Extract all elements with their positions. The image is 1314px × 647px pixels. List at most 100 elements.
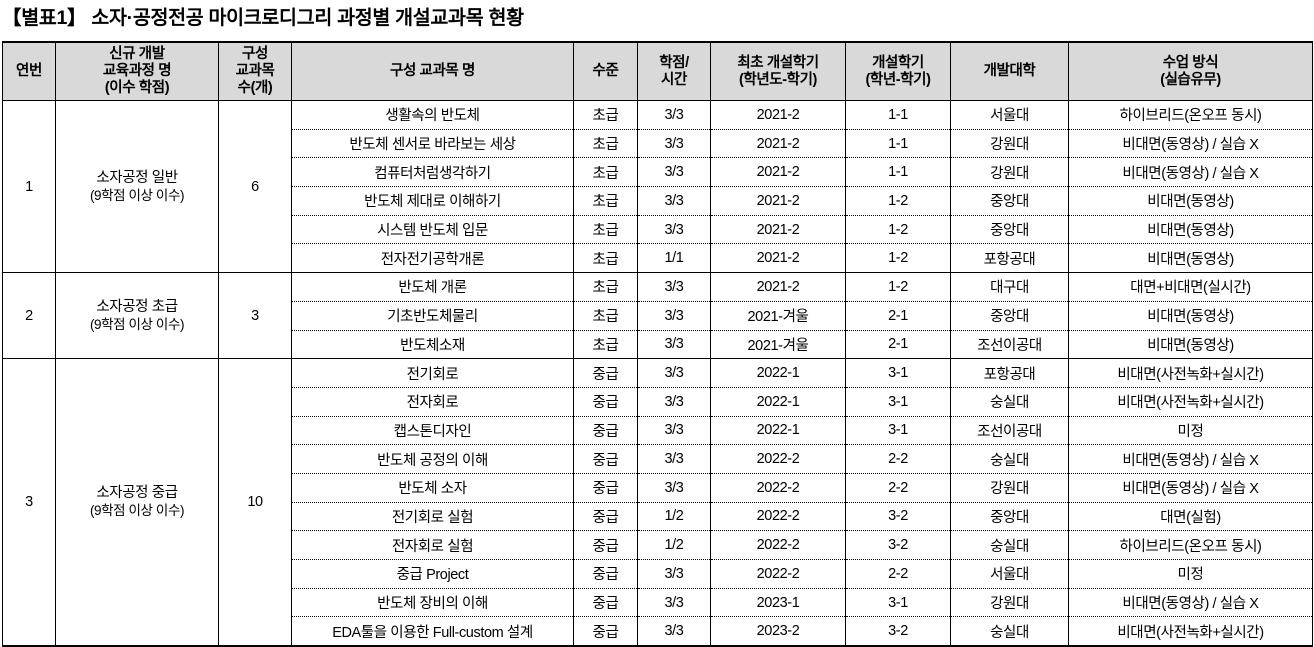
cell-subject-count: 3 — [218, 272, 292, 360]
header-mode-line2: (실습유무) — [1160, 71, 1221, 88]
cell-credit: 3/3 — [637, 128, 711, 159]
cell-credit: 3/3 — [637, 157, 711, 188]
cell-first-open: 2022-2 — [710, 559, 846, 589]
cell-level: 중급 — [573, 444, 638, 474]
header-seq-label: 연번 — [16, 63, 42, 79]
cell-level: 중급 — [573, 501, 638, 532]
cell-credit: 3/3 — [637, 100, 711, 130]
header-subject-count-line2: 교과목 — [235, 63, 275, 79]
header-subject-label: 구성 교과목 명 — [390, 63, 475, 79]
cell-first-open: 2022-2 — [710, 472, 846, 503]
header-subject: 구성 교과목 명 — [291, 41, 574, 101]
cell-subject: 캡스톤디자인 — [291, 415, 574, 446]
cell-level: 초급 — [573, 100, 638, 130]
header-credit: 학점/ 시간 — [637, 41, 711, 101]
cell-subject: 반도체 장비의 이해 — [291, 587, 574, 618]
cell-level: 초급 — [573, 272, 638, 302]
cell-mode: 비대면(동영상) — [1068, 186, 1313, 216]
cell-subject: 생활속의 반도체 — [291, 100, 574, 130]
cell-first-open: 2021-2 — [710, 186, 846, 216]
cell-credit: 3/3 — [637, 386, 711, 417]
cell-university: 강원대 — [950, 128, 1069, 159]
curriculum-table: 연번 신규 개발 교육과정 명 (이수 학점) 구성 교과목 수(개) 구성 교… — [2, 41, 1313, 647]
cell-open-semester: 3-1 — [845, 358, 951, 388]
cell-credit: 3/3 — [637, 300, 711, 331]
cell-subject: 시스템 반도체 입문 — [291, 214, 574, 245]
cell-subject: 반도체 제대로 이해하기 — [291, 186, 574, 216]
cell-seq: 2 — [2, 272, 56, 360]
cell-first-open: 2021-2 — [710, 214, 846, 245]
header-first-open: 최초 개설학기 (학년도-학기) — [710, 41, 846, 101]
cell-credit: 3/3 — [637, 329, 711, 360]
cell-seq: 3 — [2, 358, 56, 647]
cell-university: 강원대 — [950, 587, 1069, 618]
cell-first-open: 2022-2 — [710, 444, 846, 474]
table-row: 캡스톤디자인 중급 3/3 2022-1 3-1 조선이공대 미정 — [3, 415, 1313, 446]
table-row: 3 소자공정 중급 (9학점 이상 이수) 10 전기회로 중급 3/3 2022-1 3-1 포… — [2, 358, 1313, 647]
cell-university: 포항공대 — [950, 358, 1069, 388]
cell-first-open: 2022-2 — [710, 501, 846, 532]
table-row: 전자회로 중급 3/3 2022-1 3-1 숭실대 비대면(사전녹화+실시간) — [3, 386, 1313, 417]
cell-open-semester: 1-1 — [845, 128, 951, 159]
cell-mode: 비대면(동영상) / 실습 X — [1068, 587, 1313, 618]
header-credit-line2: 시간 — [661, 71, 687, 88]
cell-subject: 전자회로 실험 — [291, 530, 574, 560]
cell-mode: 비대면(동영상) / 실습 X — [1068, 128, 1313, 159]
cell-credit: 3/3 — [637, 616, 711, 647]
cell-open-semester: 1-2 — [845, 272, 951, 302]
cell-level: 중급 — [573, 530, 638, 560]
cell-credit: 3/3 — [637, 559, 711, 589]
cell-open-semester: 3-2 — [845, 530, 951, 560]
cell-mode: 미정 — [1068, 415, 1313, 446]
table-row: 기초반도체물리 초급 3/3 2021-겨울 2-1 중앙대 비대면(동영상) — [3, 300, 1313, 331]
cell-subject: 전자회로 — [291, 386, 574, 417]
course-name-text: 소자공정 초급 — [96, 298, 178, 315]
cell-university: 중앙대 — [950, 186, 1069, 216]
header-first-open-line2: (학년도-학기) — [739, 71, 817, 88]
cell-level: 초급 — [573, 128, 638, 159]
header-credit-line1: 학점/ — [659, 54, 689, 71]
header-subject-count-line1: 구성 — [242, 46, 268, 62]
cell-first-open: 2021-2 — [710, 157, 846, 188]
cell-subject: 반도체 공정의 이해 — [291, 444, 574, 474]
header-row: 연번 신규 개발 교육과정 명 (이수 학점) 구성 교과목 수(개) 구성 교… — [2, 41, 1313, 101]
cell-level: 중급 — [573, 358, 638, 388]
cell-mode: 비대면(동영상) — [1068, 214, 1313, 245]
cell-credit: 3/3 — [637, 358, 711, 388]
cell-open-semester: 3-2 — [845, 501, 951, 532]
cell-open-semester: 3-2 — [845, 616, 951, 647]
cell-open-semester: 1-2 — [845, 186, 951, 216]
header-first-open-line1: 최초 개설학기 — [737, 54, 819, 71]
cell-subject: 전자전기공학개론 — [291, 243, 574, 274]
cell-mode: 하이브리드(온오프 동시) — [1068, 530, 1313, 560]
cell-mode: 비대면(사전녹화+실시간) — [1068, 616, 1313, 647]
cell-level: 중급 — [573, 587, 638, 618]
cell-open-semester: 1-2 — [845, 214, 951, 245]
cell-level: 초급 — [573, 186, 638, 216]
cell-subject-count: 6 — [218, 100, 292, 274]
table-row: 1 소자공정 일반 (9학점 이상 이수) 6 생활속의 반도체 초급 3/3 2021-2 1… — [2, 100, 1313, 274]
cell-university: 서울대 — [950, 100, 1069, 130]
cell-credit: 3/3 — [637, 472, 711, 503]
cell-subject: 기초반도체물리 — [291, 300, 574, 331]
header-university-label: 개발대학 — [983, 63, 1036, 79]
cell-first-open: 2022-1 — [710, 415, 846, 446]
table-header: 연번 신규 개발 교육과정 명 (이수 학점) 구성 교과목 수(개) 구성 교… — [2, 41, 1313, 101]
cell-first-open: 2021-겨울 — [710, 329, 846, 360]
header-course-name-line2: 교육과정 명 — [102, 63, 172, 79]
cell-mode: 미정 — [1068, 559, 1313, 589]
cell-subject: EDA툴을 이용한 Full-custom 설계 — [291, 616, 574, 647]
header-course-name-line3: (이수 학점) — [104, 80, 170, 96]
course-credit-text: (9학점 이상 이수) — [89, 503, 185, 519]
cell-level: 중급 — [573, 616, 638, 647]
table-row: 중급 Project 중급 3/3 2022-2 2-2 서울대 미정 — [3, 559, 1313, 589]
cell-university: 대구대 — [950, 272, 1069, 302]
cell-mode: 비대면(동영상) / 실습 X — [1068, 472, 1313, 503]
cell-first-open: 2022-2 — [710, 530, 846, 560]
cell-level: 초급 — [573, 214, 638, 245]
cell-mode: 비대면(동영상) — [1068, 243, 1313, 274]
course-credit-text: (9학점 이상 이수) — [89, 187, 185, 203]
cell-credit: 3/3 — [637, 415, 711, 446]
course-credit-text: (9학점 이상 이수) — [89, 316, 185, 332]
cell-credit: 3/3 — [637, 587, 711, 618]
